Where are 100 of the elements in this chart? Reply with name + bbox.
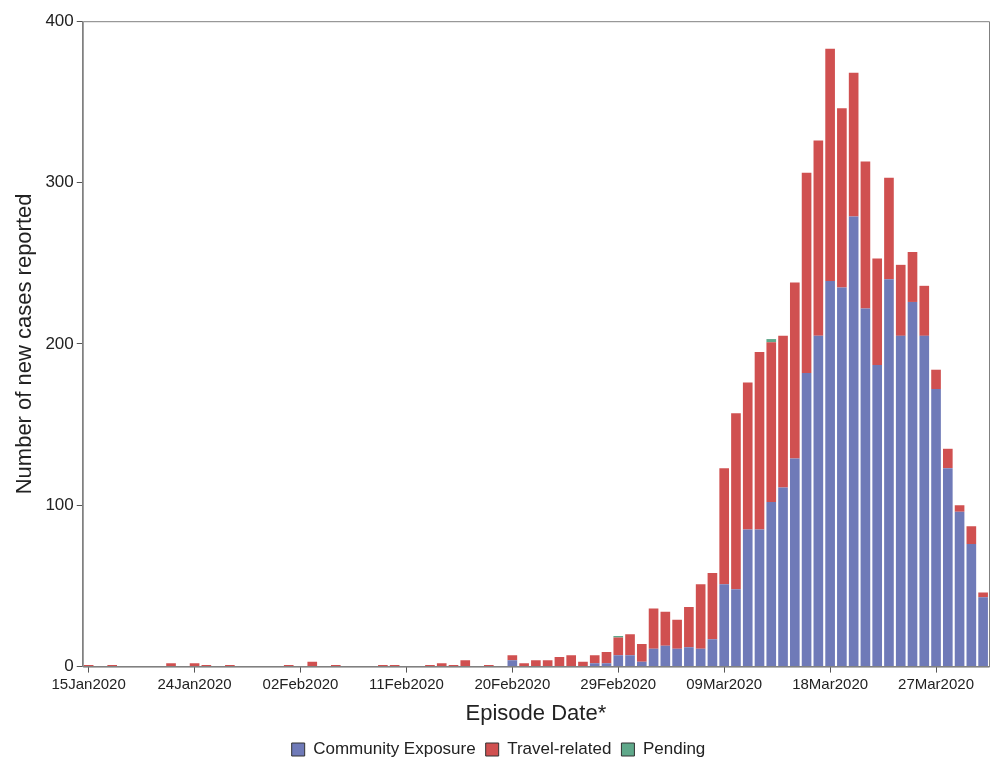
bar [636, 661, 647, 667]
bar [872, 258, 883, 365]
bar [895, 264, 906, 336]
bar [884, 279, 894, 667]
bar [942, 468, 953, 667]
bar [907, 301, 918, 667]
bar [695, 584, 706, 649]
bar [719, 584, 730, 667]
bar [848, 216, 859, 667]
bar [166, 663, 176, 667]
legend-label: Pending [642, 739, 706, 759]
x-tick-label: 18Mar2020 [792, 674, 869, 692]
bar [601, 663, 612, 667]
x-tick-label: 20Feb2020 [474, 674, 551, 692]
bar [613, 655, 624, 667]
bar [966, 526, 977, 544]
bar [742, 529, 753, 667]
bar [789, 458, 800, 667]
bar [778, 335, 788, 488]
x-tick-label: 29Feb2020 [580, 674, 657, 692]
bar [731, 589, 741, 667]
bar [813, 140, 824, 336]
bar [648, 608, 659, 649]
bar [801, 172, 812, 373]
bar [801, 372, 812, 667]
bar [601, 652, 612, 664]
y-axis-title: Number of new cases reported [11, 193, 37, 495]
bar [707, 573, 718, 640]
bar [695, 648, 706, 667]
bar [813, 335, 824, 667]
legend-label: Community Exposure [313, 739, 476, 759]
bar [907, 251, 918, 302]
bar [884, 177, 894, 280]
bar [460, 660, 471, 667]
bar [848, 72, 859, 217]
bar [825, 280, 835, 667]
bar [919, 285, 930, 336]
x-tick-label: 09Mar2020 [686, 674, 763, 692]
bar [954, 511, 965, 667]
bar [613, 637, 624, 656]
bar [789, 282, 800, 459]
bar [684, 606, 694, 648]
bar [837, 108, 847, 288]
x-tick-label: 15Jan2020 [51, 674, 126, 692]
bar [636, 644, 647, 662]
bar [978, 597, 988, 667]
bar [436, 663, 447, 667]
bar [931, 369, 941, 390]
bar [507, 655, 518, 661]
bar [625, 634, 635, 656]
bar [684, 647, 694, 667]
bar [895, 335, 906, 667]
bar [954, 505, 965, 512]
bar [507, 660, 518, 667]
bar [519, 663, 529, 667]
bar [660, 611, 671, 646]
bar [672, 648, 682, 667]
bar [754, 351, 765, 530]
bar [931, 389, 941, 667]
y-tick-label: 200 [45, 333, 74, 353]
bar [742, 382, 753, 530]
bar [942, 448, 953, 469]
bar [872, 364, 883, 667]
y-tick-label: 0 [64, 656, 74, 676]
bar [189, 663, 200, 667]
bar [966, 543, 977, 667]
y-tick-label: 400 [45, 10, 74, 30]
bar [731, 413, 741, 590]
bar [860, 161, 871, 309]
bar [719, 468, 730, 585]
bar [766, 502, 777, 667]
bar [778, 487, 788, 667]
bar [589, 663, 600, 667]
x-tick-label: 11Feb2020 [369, 674, 444, 692]
y-tick-label: 300 [45, 172, 74, 192]
bar [766, 339, 777, 343]
bar [672, 619, 682, 649]
bar [648, 648, 659, 667]
legend-label: Travel-related [507, 739, 612, 759]
bar [707, 639, 718, 667]
x-tick-label: 24Jan2020 [157, 674, 232, 692]
bar [825, 48, 835, 281]
bar [660, 645, 671, 667]
y-tick-label: 100 [45, 494, 74, 514]
x-tick-label: 02Feb2020 [262, 674, 339, 692]
bar [754, 529, 765, 667]
bar [531, 660, 541, 667]
bar [554, 656, 565, 667]
bar [589, 655, 600, 664]
bar [542, 660, 553, 667]
x-tick-label: 27Mar2020 [898, 674, 974, 692]
bar [625, 655, 635, 667]
bar [566, 655, 577, 667]
bar [919, 335, 930, 667]
bar [860, 308, 871, 667]
bar [978, 592, 988, 598]
bar [307, 661, 318, 667]
x-axis-title: Episode Date* [465, 699, 607, 725]
bar [766, 342, 777, 503]
bar [837, 287, 847, 667]
